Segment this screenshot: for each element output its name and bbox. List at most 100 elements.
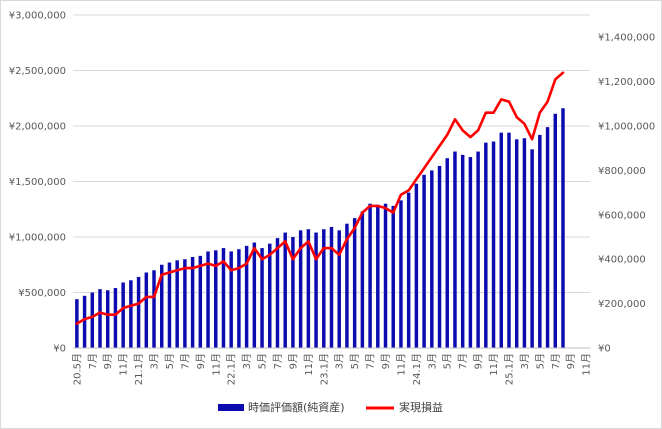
bar [337,230,341,348]
bar [136,276,141,348]
x-tick-label: 5月 [442,353,454,369]
y-left-tick-label: ¥2,500,000 [9,66,66,77]
bar [499,132,503,348]
bar [553,113,558,348]
bar [214,250,218,348]
x-tick-label: 9月 [102,353,114,369]
y-right-tick-label: ¥1,000,000 [598,122,655,133]
x-tick-label: 24.1月 [411,353,423,385]
bar [167,262,172,348]
bar [468,157,473,348]
bar [445,158,449,348]
bar [206,251,210,348]
y-right-tick-label: ¥0 [598,344,611,355]
bar [298,230,303,348]
y-left-tick-label: ¥3,000,000 [9,11,66,22]
bar [229,251,233,348]
bar [260,248,264,348]
legend-label-line: 実現損益 [399,400,443,414]
bar [175,260,179,348]
x-tick-label: 20.5月 [71,353,83,385]
y-right-tick-label: ¥400,000 [598,255,646,266]
bar [491,141,496,348]
legend-swatch-bar [218,404,244,411]
bar [314,232,318,348]
x-tick-label: 9月 [380,353,392,369]
bar [113,288,118,348]
bar [268,243,272,348]
y-left-tick-label: ¥1,500,000 [9,177,66,188]
x-tick-label: 7月 [272,353,284,369]
line-series [75,71,565,325]
bar [144,272,149,348]
x-tick-label: 3月 [334,353,346,369]
bar [252,242,257,348]
bar [283,232,287,348]
bar [322,229,326,348]
bar [437,165,442,348]
x-tick-label: 3月 [519,353,531,369]
bar [352,218,357,348]
y-left-tick-label: ¥1,000,000 [9,233,66,244]
bar [221,248,226,348]
x-tick-label: 25.1月 [503,353,515,385]
bar [190,256,195,348]
x-tick-label: 3月 [426,353,438,369]
y-right-tick-label: ¥600,000 [598,210,646,221]
x-tick-label: 22.1月 [226,353,238,385]
bar [244,245,249,348]
bar [507,132,511,348]
bar [522,138,527,348]
bar [237,249,241,348]
bar [275,238,280,348]
bar [82,295,87,348]
x-tick-label: 21.1月 [133,353,145,385]
y-right-tick-label: ¥1,200,000 [598,77,655,88]
bar [430,170,434,348]
bar [391,205,395,348]
bar [291,237,295,348]
bar [198,255,203,348]
x-tick-label: 9月 [565,353,577,369]
x-tick-label: 7月 [550,353,562,369]
bar [329,227,334,348]
y-right-tick-label: ¥200,000 [598,299,646,310]
bar [453,151,457,348]
x-tick-label: 11月 [210,353,222,376]
x-tick-label: 5月 [349,353,361,369]
bar [414,183,419,348]
x-tick-label: 9月 [473,353,485,369]
bar [98,289,102,348]
x-tick-label: 11月 [581,353,593,376]
bar [376,204,380,348]
x-tick-label: 11月 [488,353,500,376]
bar [484,142,488,348]
legend-label-bar: 時価評価額(純資産) [248,400,345,414]
x-tick-label: 7月 [87,353,99,369]
bar [476,151,480,348]
x-tick-label: 5月 [534,353,546,369]
x-tick-label: 7月 [365,353,377,369]
y-left-tick-label: ¥2,000,000 [9,122,66,133]
x-tick-label: 7月 [179,353,191,369]
bar [368,203,372,348]
bar [530,149,534,348]
y-right-tick-label: ¥1,400,000 [598,33,655,44]
x-tick-label: 3月 [241,353,253,369]
y-left-tick-label: ¥0 [53,344,66,355]
x-tick-label: 11月 [395,353,407,376]
bar [538,134,542,348]
bar [345,223,349,348]
bar [460,154,465,348]
bar [383,203,388,348]
bar [306,229,311,348]
x-tick-label: 11月 [118,353,130,376]
bar [422,174,426,348]
bar [360,211,365,348]
bar [399,200,403,348]
x-tick-label: 7月 [457,353,469,369]
x-tick-label: 9月 [287,353,299,369]
bar [90,292,95,348]
